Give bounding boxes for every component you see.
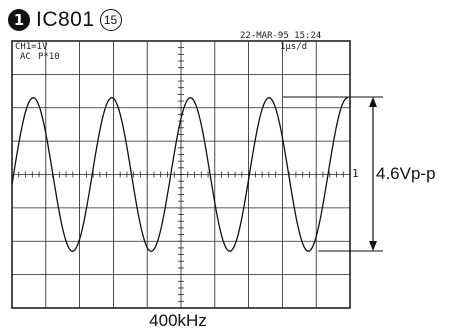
waveform-trace xyxy=(11,97,348,252)
arrow-down-icon xyxy=(369,241,377,251)
trigger-marker: 1 xyxy=(352,167,359,180)
header: 1 IC801 15 xyxy=(8,4,122,36)
waveform-group xyxy=(11,97,348,252)
coupling-label: AC xyxy=(20,52,31,62)
timestamp-label: 22-MAR-95 15:24 xyxy=(240,31,321,41)
probe-label: P*10 xyxy=(38,52,60,62)
timebase-label: 1μs/d xyxy=(280,42,307,52)
ic-label: IC801 xyxy=(36,8,95,31)
frequency-label: 400kHz xyxy=(149,311,207,330)
grid xyxy=(11,40,351,309)
amplitude-annotation: 4.6Vp-p xyxy=(283,96,436,252)
number-badge: 1 xyxy=(8,9,30,31)
pin-number-circle: 15 xyxy=(99,9,122,31)
arrow-up-icon xyxy=(369,97,377,107)
channel-label: CH1=1V xyxy=(15,42,48,52)
amplitude-label: 4.6Vp-p xyxy=(376,164,436,183)
